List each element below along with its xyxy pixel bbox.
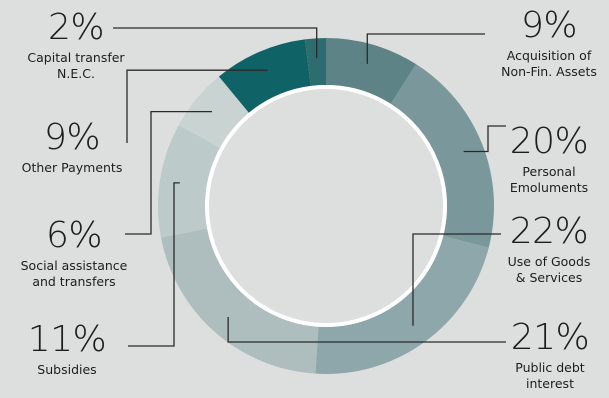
cap-other-payments: Other Payments <box>2 160 142 176</box>
label-social-assistance: 6% Social assistance and transfers <box>2 218 146 289</box>
cap-subsidies: Subsidies <box>0 362 134 378</box>
leader-line-7 <box>113 27 318 59</box>
donut-slice-2 <box>315 236 489 375</box>
cap-acquisition-line1: Acquisition of <box>506 48 592 63</box>
leader-line-5 <box>125 111 212 235</box>
label-subsidies: 11% Subsidies <box>0 322 134 378</box>
label-personal-emoluments: 20% Personal Emoluments <box>493 124 605 195</box>
cap-public-debt: Public debt interest <box>496 360 604 391</box>
cap-acquisition: Acquisition of Non-Fin. Assets <box>489 48 609 79</box>
pct-other-payments: 9% <box>43 117 101 158</box>
leader-line-4 <box>128 182 180 347</box>
leader-line-0 <box>366 33 485 64</box>
cap-acquisition-line2: Non-Fin. Assets <box>501 63 597 79</box>
cap-personal-emoluments-line1: Personal <box>522 164 576 179</box>
donut-slice-1 <box>390 64 495 248</box>
pct-use-of-goods: 22% <box>509 211 589 252</box>
pct-social-assistance: 6% <box>45 215 103 256</box>
cap-social-assistance-line2: and transfers <box>32 273 116 289</box>
cap-social-assistance: Social assistance and transfers <box>2 258 146 289</box>
leader-line-6 <box>126 69 268 143</box>
cap-capital-transfer-line1: Capital transfer <box>27 50 125 65</box>
cap-social-assistance-line1: Social assistance <box>20 258 128 273</box>
label-acquisition: 9% Acquisition of Non-Fin. Assets <box>489 8 609 79</box>
label-other-payments: 9% Other Payments <box>2 120 142 176</box>
donut-slice-6 <box>218 39 311 113</box>
pct-subsidies: 11% <box>27 319 107 360</box>
cap-other-payments-line1: Other Payments <box>21 160 123 175</box>
pct-capital-transfer: 2% <box>47 7 105 48</box>
label-capital-transfer: 2% Capital transfer N.E.C. <box>6 10 146 81</box>
label-use-of-goods: 22% Use of Goods & Services <box>493 214 605 285</box>
cap-subsidies-line1: Subsidies <box>37 362 97 377</box>
leader-line-2 <box>412 233 501 326</box>
cap-capital-transfer: Capital transfer N.E.C. <box>6 50 146 81</box>
pct-public-debt: 21% <box>510 317 590 358</box>
donut-slice-5 <box>178 76 249 148</box>
donut-slice-3 <box>160 228 319 374</box>
donut-slice-7 <box>304 38 326 86</box>
cap-public-debt-line1: Public debt <box>515 360 585 375</box>
cap-use-of-goods: Use of Goods & Services <box>493 254 605 285</box>
leader-line-3 <box>227 317 506 343</box>
cap-public-debt-line2: interest <box>526 375 574 391</box>
pct-acquisition: 9% <box>520 5 578 46</box>
cap-use-of-goods-line1: Use of Goods <box>507 254 591 269</box>
leader-line-1 <box>463 125 506 153</box>
donut-slice-0 <box>326 38 417 104</box>
donut-inner-ring <box>205 85 447 327</box>
cap-personal-emoluments: Personal Emoluments <box>493 164 605 195</box>
cap-capital-transfer-line2: N.E.C. <box>57 65 95 81</box>
cap-use-of-goods-line2: & Services <box>515 269 583 285</box>
label-public-debt: 21% Public debt interest <box>496 320 604 391</box>
pct-personal-emoluments: 20% <box>509 121 589 162</box>
cap-personal-emoluments-line2: Emoluments <box>509 179 589 195</box>
